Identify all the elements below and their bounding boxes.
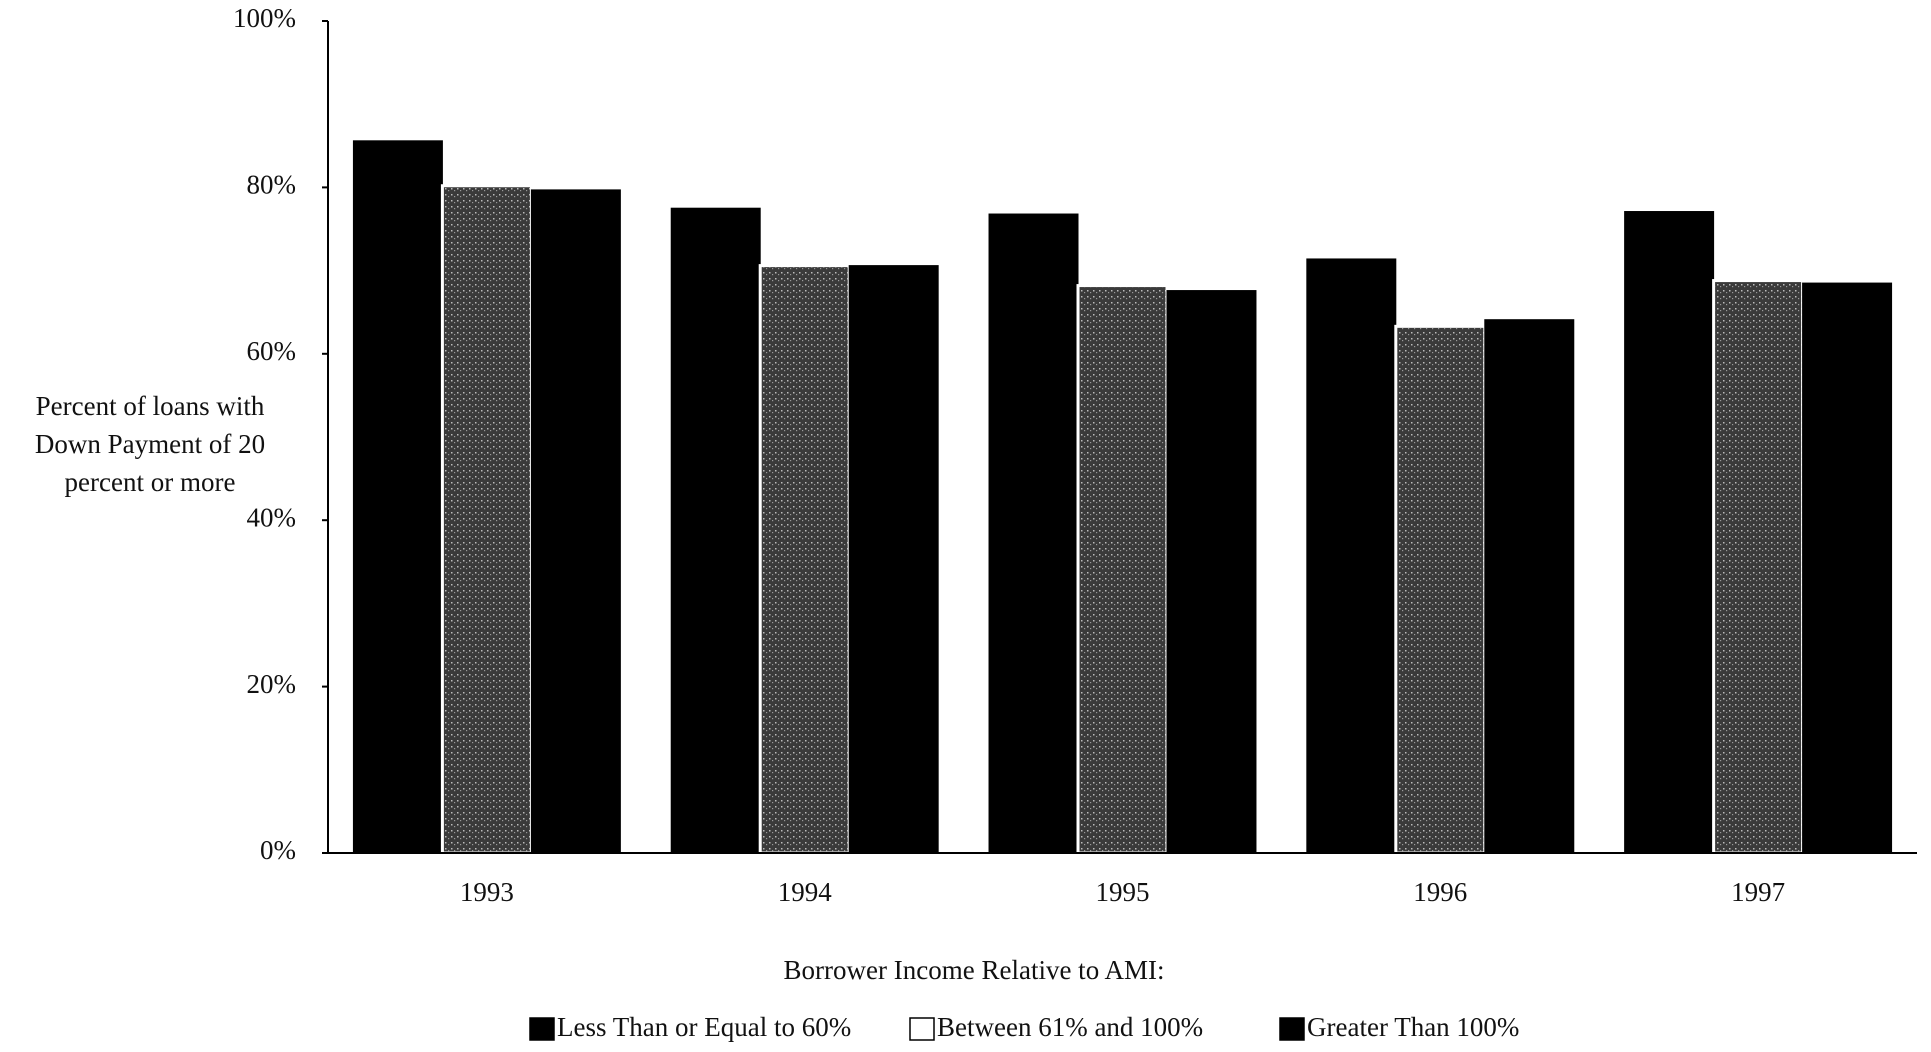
bar [352,140,443,854]
bar [1624,211,1715,854]
legend-swatch [909,1017,935,1041]
y-axis-label: Percent of loans with [36,391,265,421]
bar [988,213,1079,854]
legend-label: Less Than or Equal to 60% [557,1012,851,1042]
x-axis-label: Borrower Income Relative to AMI: [784,955,1165,985]
y-tick-label: 20% [247,669,297,699]
bar [1712,279,1805,855]
bar [1802,282,1893,854]
bar [758,264,851,855]
bar [1484,319,1575,854]
y-axis-label: Down Payment of 20 [35,429,265,459]
y-tick-label: 60% [247,336,297,366]
y-tick-label: 40% [247,502,297,532]
x-tick-label: 1997 [1731,877,1785,907]
x-tick-label: 1995 [1096,877,1150,907]
y-axis-label: percent or more [65,467,236,497]
bar [1076,284,1169,855]
bar [848,265,939,854]
y-tick-label: 80% [247,170,297,200]
legend-swatch [529,1017,555,1041]
bar [1166,290,1257,854]
bar [1394,324,1487,855]
y-tick-label: 0% [260,835,296,865]
bar [440,184,533,855]
x-tick-label: 1993 [460,877,514,907]
bar [1306,258,1397,854]
legend-label: Between 61% and 100% [937,1012,1203,1042]
bar [670,207,761,854]
x-tick-label: 1996 [1413,877,1467,907]
bar [530,189,621,854]
x-tick-label: 1994 [778,877,833,907]
legend-label: Greater Than 100% [1307,1012,1519,1042]
legend-swatch [1279,1017,1305,1041]
y-tick-label: 100% [233,3,296,33]
